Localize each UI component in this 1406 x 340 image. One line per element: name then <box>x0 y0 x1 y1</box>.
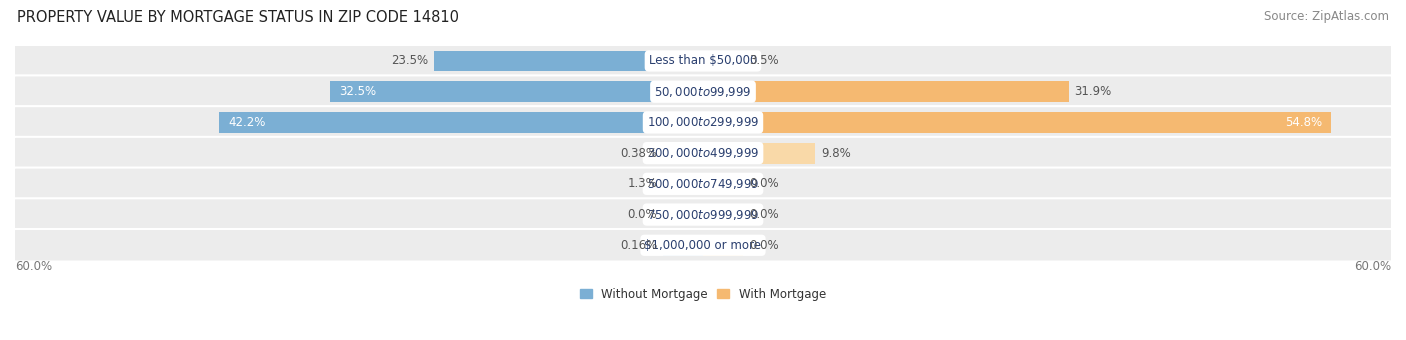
Bar <box>703 173 744 194</box>
Text: Source: ZipAtlas.com: Source: ZipAtlas.com <box>1264 10 1389 23</box>
Text: 54.8%: 54.8% <box>1285 116 1322 129</box>
Text: $750,000 to $999,999: $750,000 to $999,999 <box>647 207 759 222</box>
FancyBboxPatch shape <box>14 137 1392 169</box>
Text: 60.0%: 60.0% <box>1354 260 1391 273</box>
Bar <box>703 112 1331 133</box>
Bar <box>662 204 703 225</box>
Text: $300,000 to $499,999: $300,000 to $499,999 <box>647 146 759 160</box>
Bar <box>703 51 744 71</box>
FancyBboxPatch shape <box>14 106 1392 139</box>
Text: 1.3%: 1.3% <box>627 177 657 190</box>
Text: 3.5%: 3.5% <box>749 54 779 67</box>
Text: 9.8%: 9.8% <box>821 147 851 159</box>
Text: 0.38%: 0.38% <box>620 147 657 159</box>
Bar <box>219 112 703 133</box>
Text: 0.0%: 0.0% <box>749 239 779 252</box>
Bar <box>662 143 703 164</box>
FancyBboxPatch shape <box>14 45 1392 77</box>
Text: 0.0%: 0.0% <box>749 208 779 221</box>
Bar <box>330 81 703 102</box>
Bar <box>433 51 703 71</box>
FancyBboxPatch shape <box>14 75 1392 108</box>
FancyBboxPatch shape <box>14 229 1392 261</box>
Text: $1,000,000 or more: $1,000,000 or more <box>644 239 762 252</box>
Text: 42.2%: 42.2% <box>228 116 266 129</box>
Text: 60.0%: 60.0% <box>15 260 52 273</box>
Text: 31.9%: 31.9% <box>1074 85 1112 98</box>
Text: 32.5%: 32.5% <box>339 85 377 98</box>
Text: 0.0%: 0.0% <box>749 177 779 190</box>
Text: 0.16%: 0.16% <box>620 239 657 252</box>
Text: PROPERTY VALUE BY MORTGAGE STATUS IN ZIP CODE 14810: PROPERTY VALUE BY MORTGAGE STATUS IN ZIP… <box>17 10 458 25</box>
FancyBboxPatch shape <box>14 198 1392 231</box>
Text: 23.5%: 23.5% <box>391 54 427 67</box>
Text: 0.0%: 0.0% <box>627 208 657 221</box>
Text: $50,000 to $99,999: $50,000 to $99,999 <box>654 85 752 99</box>
FancyBboxPatch shape <box>14 168 1392 200</box>
Bar <box>662 235 703 256</box>
Text: $500,000 to $749,999: $500,000 to $749,999 <box>647 177 759 191</box>
Bar <box>662 173 703 194</box>
Bar <box>703 235 744 256</box>
Text: Less than $50,000: Less than $50,000 <box>648 54 758 67</box>
Bar <box>703 143 815 164</box>
Bar <box>703 204 744 225</box>
Bar <box>703 81 1069 102</box>
Text: $100,000 to $299,999: $100,000 to $299,999 <box>647 115 759 130</box>
Legend: Without Mortgage, With Mortgage: Without Mortgage, With Mortgage <box>581 288 825 301</box>
